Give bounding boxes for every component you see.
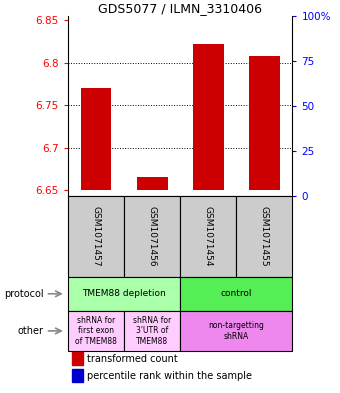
Bar	[81, 185, 112, 191]
Bar	[193, 172, 224, 191]
Text: GSM1071456: GSM1071456	[148, 206, 157, 267]
Text: GSM1071457: GSM1071457	[91, 206, 101, 267]
Bar	[137, 189, 168, 191]
Bar	[180, 277, 292, 311]
Bar	[72, 369, 83, 382]
Bar	[72, 353, 83, 365]
Bar	[124, 311, 180, 351]
Bar	[81, 88, 112, 191]
Text: transformed count: transformed count	[87, 354, 178, 364]
Bar	[180, 311, 292, 351]
Text: TMEM88 depletion: TMEM88 depletion	[82, 289, 166, 298]
Text: shRNA for
first exon
of TMEM88: shRNA for first exon of TMEM88	[75, 316, 117, 346]
Text: GSM1071454: GSM1071454	[204, 206, 213, 267]
Bar	[236, 196, 292, 277]
Bar	[249, 173, 280, 191]
Text: shRNA for
3'UTR of
TMEM88: shRNA for 3'UTR of TMEM88	[133, 316, 171, 346]
Bar	[193, 44, 224, 191]
Text: GSM1071455: GSM1071455	[260, 206, 269, 267]
Bar	[180, 196, 236, 277]
Text: protocol: protocol	[4, 289, 43, 299]
Title: GDS5077 / ILMN_3310406: GDS5077 / ILMN_3310406	[98, 2, 262, 15]
Text: non-targetting
shRNA: non-targetting shRNA	[208, 321, 264, 341]
Text: control: control	[221, 289, 252, 298]
Bar	[249, 56, 280, 191]
Bar	[68, 277, 180, 311]
Text: other: other	[17, 326, 43, 336]
Text: percentile rank within the sample: percentile rank within the sample	[87, 371, 252, 381]
Bar	[137, 177, 168, 191]
Bar	[68, 196, 124, 277]
Bar	[68, 311, 124, 351]
Bar	[124, 196, 180, 277]
